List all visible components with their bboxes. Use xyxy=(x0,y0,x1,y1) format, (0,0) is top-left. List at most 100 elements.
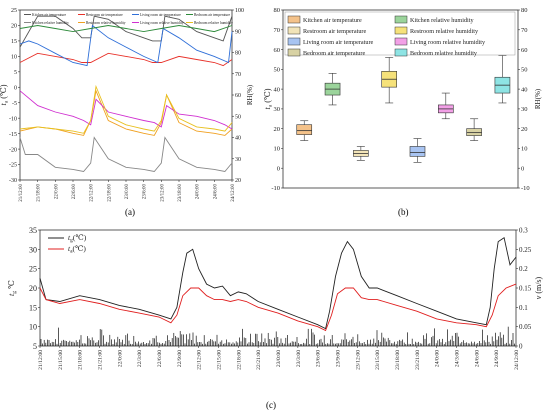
panel-a-series-line xyxy=(19,84,233,134)
panel-b-legend-swatch xyxy=(394,26,408,35)
panel-c-xtick-label: 22/12:00 xyxy=(197,350,203,370)
panel-b-ytick-label-left: 50 xyxy=(274,67,281,74)
panel-a-xtick-label: 23/12:00 xyxy=(160,184,165,202)
panel-c-xtick-label: 21/21:00 xyxy=(98,350,104,370)
panel-b-ytick-label-right: 20 xyxy=(521,126,528,133)
panel-c-xtick-label: 24/12:00 xyxy=(514,350,520,370)
panel-a-ylabel-right: RH(%) xyxy=(246,84,254,105)
panel-c-ytick-label-left: 30 xyxy=(29,245,37,254)
panel-a-ytick-label-left: -15 xyxy=(9,132,17,138)
panel-b-ytick-label-left: 0 xyxy=(277,165,280,172)
panel-b-legend-swatch xyxy=(394,15,408,24)
panel-a-legend-label: Bedroom air temperature xyxy=(194,13,231,17)
panel-b-legend-label: Living room relative humidity xyxy=(410,39,486,46)
panel-b-legend-label: Kitchen air temperature xyxy=(303,17,362,24)
panel-b-legend-label: Restroom relative humidity xyxy=(410,28,479,35)
panel-a-xtick-label: 24/6:00 xyxy=(213,184,218,200)
panel-c-xtick-label: 22/18:00 xyxy=(236,350,242,370)
panel-b-legend-label: Kitchen relative humidity xyxy=(410,17,474,24)
panel-a-xtick-label: 21/18:00 xyxy=(37,184,42,202)
panel-c-chart: 35 30 25 20 15 10 5 0.3 0.25 0.2 0.15 0.1 0.05 0 21/12… xyxy=(7,226,543,370)
panel-b-ytick-label-right: 80 xyxy=(521,7,528,14)
panel-a-ytick-label-left: 15 xyxy=(11,39,17,45)
panel-a-series-line xyxy=(19,90,233,130)
panel-a-ytick-label-left: -30 xyxy=(9,178,17,184)
panel-c-xtick-label: 23/9:00 xyxy=(336,350,342,367)
panel-a-ylabel-left: ta (℃) xyxy=(0,84,10,105)
panel-c-xtick-label: 22/21:00 xyxy=(256,350,262,370)
panel-c-ytick-label-left: 5 xyxy=(33,342,37,351)
panel-b-legend-label: Bedroom air temperature xyxy=(303,50,365,57)
panel-c-series-line xyxy=(39,236,517,330)
panel-c-xtick-label: 22/9:00 xyxy=(177,350,183,367)
panel-c-xtick-label: 24/0:00 xyxy=(435,350,441,367)
panel-a-legend-label: Living room air temperature xyxy=(140,13,181,17)
panel-c-xtick-label: 23/18:00 xyxy=(395,350,401,370)
panel-b-ytick-label-right: 30 xyxy=(521,106,528,113)
panel-c-xtick-label: 23/3:00 xyxy=(296,350,302,367)
panel-c-xtick-label: 22/6:00 xyxy=(157,350,163,367)
panel-b-chart: 80 80 70 70 60 60 50 50 40 40 30 30 20 20 10 10 0 0 -10 -10… xyxy=(263,7,542,192)
panel-a-ytick-label-right: 100 xyxy=(235,8,244,14)
panel-a-xtick-label: 22/6:00 xyxy=(72,184,77,200)
panel-c-xtick-label: 22/0:00 xyxy=(117,350,123,367)
panel-c-series-line xyxy=(39,283,517,332)
panel-c-xtick-label: 22/3:00 xyxy=(137,350,143,367)
panel-c-ylabel-left: tg ℃ xyxy=(7,280,18,296)
panel-c-ylabel-right: v (m/s) xyxy=(534,276,543,299)
panel-c-ytick-label-right: 0.05 xyxy=(519,323,532,331)
panel-c-legend-label: ta(℃) xyxy=(68,244,86,255)
panel-a-legend-label: Restroom air temperature xyxy=(86,13,123,17)
panel-a-xtick-label: 22/12:00 xyxy=(90,184,95,202)
panel-b-frame xyxy=(282,9,519,189)
panel-b-box xyxy=(296,124,313,135)
panel-b-legend-swatch xyxy=(287,15,301,24)
panel-b-ytick-label-right: 50 xyxy=(521,67,528,74)
panel-a-xtick-label: 23/6:00 xyxy=(143,184,148,200)
panel-c-legend-label: tg(℃) xyxy=(68,233,87,244)
panel-c-xtick-label: 21/12:00 xyxy=(38,350,44,370)
panel-a-ytick-label-left: 20 xyxy=(11,24,17,30)
panel-a-xtick-label: 22/18:00 xyxy=(107,184,112,202)
panel-a-xtick-label: 22/0:00 xyxy=(54,184,59,200)
panel-b-ylabel-right: RH(%) xyxy=(534,88,542,109)
panel-c-ytick-label-right: 0.2 xyxy=(519,265,528,273)
panel-c-xtick-label: 21/15:00 xyxy=(58,350,64,370)
panel-a-xtick-label: 24/0:00 xyxy=(196,184,201,200)
panel-b-legend-label: Restroom air temperature xyxy=(303,28,366,35)
panel-a-ytick-label-left: -20 xyxy=(9,147,17,153)
panel-c-xtick-label: 23/0:00 xyxy=(276,350,282,367)
panel-c-xtick-label: 23/21:00 xyxy=(415,350,421,370)
panel-b-box xyxy=(409,146,426,157)
panel-c-xtick-label: 24/3:00 xyxy=(455,350,461,367)
panel-a-xtick-label: 23/18:00 xyxy=(178,184,183,202)
panel-b-ytick-label-left: -10 xyxy=(271,185,280,192)
panel-c-xtick-label: 23/15:00 xyxy=(375,350,381,370)
panel-a-series-line xyxy=(19,89,233,136)
panel-b-ytick-label-right: 60 xyxy=(521,47,528,54)
panel-b-legend-swatch xyxy=(287,26,301,35)
panel-b-ylabel-left: ta (℃) xyxy=(263,88,274,109)
panel-a-legend-label: Living room relative humidity xyxy=(140,21,184,25)
panel-b-ytick-label-right: -10 xyxy=(521,185,530,192)
panel-c-xtick-label: 22/15:00 xyxy=(217,350,223,370)
panel-c-xtick-label: 24/9:00 xyxy=(494,350,500,367)
panel-b-box xyxy=(466,128,482,136)
panel-b-ytick-label-left: 20 xyxy=(274,126,281,133)
panel-b-legend-swatch xyxy=(287,48,301,57)
panel-b-ytick-label-left: 10 xyxy=(274,146,281,153)
panel-b-legend-label: Bedroom relative humidity xyxy=(410,50,478,57)
panel-b-ytick-label-left: 70 xyxy=(274,27,281,34)
panel-a-ytick-label-left: 10 xyxy=(11,55,17,61)
panel-a-ytick-label-left: -5 xyxy=(12,101,17,107)
panel-b-ytick-label-left: 80 xyxy=(274,7,281,14)
panel-a-ytick-label-left: -10 xyxy=(9,116,17,122)
panel-c-ytick-label-left: 20 xyxy=(29,284,37,293)
caption-a: (a) xyxy=(125,207,135,217)
panel-c-ytick-label-right: 0.3 xyxy=(519,227,528,235)
caption-c: (c) xyxy=(266,400,276,410)
panel-b-ytick-label-left: 60 xyxy=(274,47,281,54)
panel-c-xtick-label: 23/6:00 xyxy=(316,350,322,367)
panel-a-legend-label: Restroom relative humidity xyxy=(86,21,126,25)
panel-c-ytick-label-right: 0.1 xyxy=(519,304,528,312)
